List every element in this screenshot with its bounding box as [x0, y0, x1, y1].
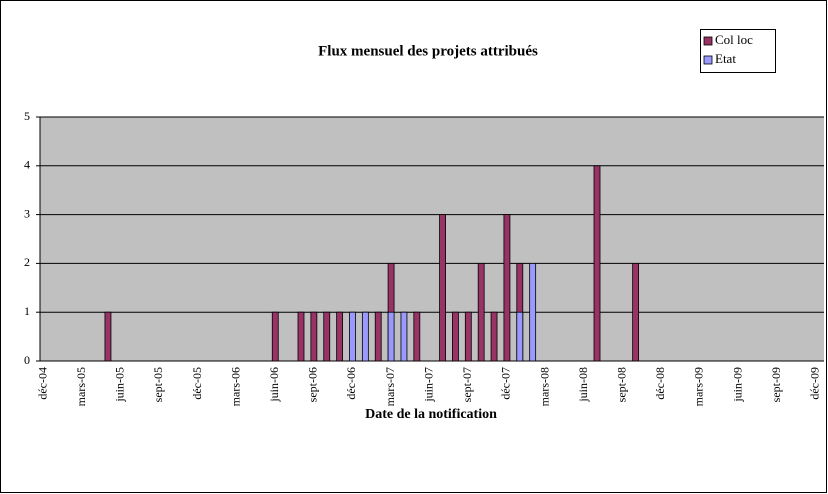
x-tick-label: sept-05: [151, 367, 165, 402]
bar: [529, 262, 537, 362]
x-tick-label: mars-09: [692, 367, 706, 406]
legend-label: Col loc: [715, 32, 753, 47]
bar: [271, 311, 279, 362]
legend-swatch: [703, 55, 713, 65]
bar: [323, 311, 331, 362]
x-tick-label: mars-08: [537, 367, 551, 406]
bar: [593, 165, 601, 362]
bar: [310, 311, 318, 362]
bar: [361, 311, 369, 362]
x-tick-label: juin-07: [421, 367, 435, 403]
x-tick-label: juin-05: [113, 367, 127, 403]
y-tick-label: 2: [24, 255, 30, 269]
x-tick-label: déc-07: [499, 367, 513, 400]
x-tick-label: sept-07: [460, 367, 474, 402]
bar: [349, 311, 356, 362]
y-tick-label: 0: [24, 353, 30, 367]
x-tick-label: déc-09: [808, 367, 822, 400]
legend-swatch: [703, 36, 713, 46]
y-tick-label: 5: [24, 109, 30, 123]
x-tick-label: sept-06: [306, 367, 320, 402]
x-tick-label: juin-06: [267, 367, 281, 403]
x-tick-label: mars-06: [228, 367, 242, 406]
x-tick-label: mars-07: [383, 367, 397, 406]
x-tick-label: déc-06: [344, 367, 358, 400]
bar: [387, 311, 395, 362]
y-tick-label: 3: [24, 206, 30, 220]
bar: [452, 311, 459, 362]
bar: [297, 311, 305, 362]
x-tick-label: sept-09: [769, 367, 783, 402]
bar: [336, 311, 344, 362]
y-tick-label: 1: [24, 304, 30, 318]
bar: [439, 214, 446, 362]
x-tick-label: déc-05: [190, 367, 204, 400]
plot-area: [40, 117, 824, 361]
x-tick-label: juin-08: [576, 367, 590, 403]
bar: [464, 311, 472, 362]
x-tick-label: déc-04: [35, 367, 49, 400]
bar: [374, 311, 382, 362]
y-tick-label: 4: [24, 158, 30, 172]
x-tick-label: sept-08: [615, 367, 629, 402]
x-tick-label: juin-09: [730, 367, 744, 403]
x-axis-title: Date de la notification: [365, 407, 497, 422]
bar: [516, 311, 524, 362]
bar: [400, 311, 408, 362]
bar: [477, 262, 485, 362]
bar: [632, 262, 640, 362]
legend-label: Etat: [715, 51, 736, 66]
chart-title: Flux mensuel des projets attribués: [318, 43, 538, 59]
legend-box: [700, 29, 776, 73]
bar: [413, 311, 421, 362]
x-tick-label: mars-05: [74, 367, 88, 406]
bar: [104, 311, 112, 362]
bar: [503, 214, 511, 362]
bar: [490, 311, 498, 362]
x-tick-label: déc-08: [653, 367, 667, 400]
